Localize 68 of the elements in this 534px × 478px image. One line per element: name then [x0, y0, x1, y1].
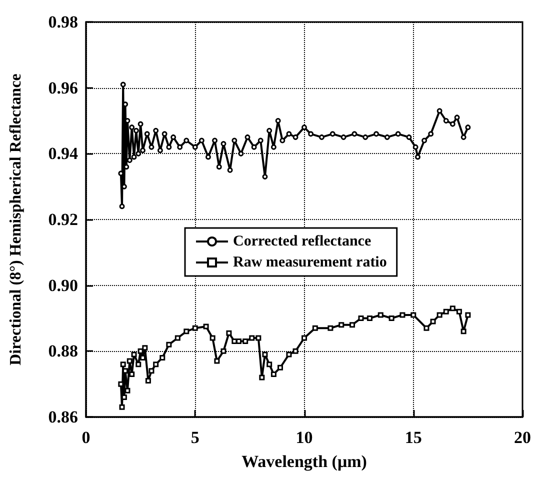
point — [328, 325, 334, 331]
x-tick-label: 20 — [514, 428, 531, 447]
point — [286, 352, 292, 358]
point — [350, 322, 356, 328]
point — [153, 362, 159, 368]
point — [140, 355, 146, 360]
point — [160, 355, 166, 360]
point — [430, 318, 436, 324]
point — [388, 316, 394, 321]
point — [184, 328, 190, 334]
x-tick-label: 15 — [404, 428, 422, 447]
point — [210, 335, 216, 341]
point — [256, 335, 262, 341]
point — [410, 312, 416, 318]
y-axis-title: Directional (8°) Hemispherical Reflectance — [8, 74, 24, 366]
y-tick-label: 0.92 — [48, 210, 78, 229]
point — [124, 388, 130, 394]
x-axis-title: Wavelength (μm) — [242, 452, 367, 471]
y-tick-label: 0.86 — [48, 408, 78, 426]
point — [292, 348, 298, 354]
point — [120, 362, 126, 368]
point — [214, 358, 220, 364]
point — [443, 308, 449, 314]
y-tick-label: 0.90 — [48, 276, 78, 295]
legend-label: Corrected reflectance — [233, 234, 372, 250]
point — [302, 335, 307, 341]
y-tick-label: 0.88 — [48, 342, 78, 361]
point — [142, 345, 148, 351]
x-tick-label: 0 — [82, 428, 90, 447]
point — [424, 325, 430, 331]
point — [366, 316, 372, 321]
point — [338, 322, 344, 328]
point — [460, 328, 466, 334]
point — [192, 325, 198, 331]
point — [138, 348, 144, 354]
point — [400, 312, 406, 318]
point — [358, 316, 364, 321]
y-tick-label: 0.96 — [48, 78, 78, 98]
y-tick-label: 0.98 — [48, 12, 78, 32]
point — [450, 306, 456, 312]
point — [203, 324, 209, 330]
point — [266, 362, 272, 368]
legend-label: Raw measurement ratio — [233, 254, 387, 270]
point — [277, 364, 283, 370]
point — [456, 308, 462, 314]
point — [465, 312, 471, 318]
point — [145, 378, 151, 384]
point — [226, 330, 232, 336]
point — [436, 312, 442, 318]
point — [131, 352, 137, 358]
point — [119, 404, 125, 410]
point — [174, 335, 180, 341]
x-tick-label: 5 — [190, 428, 200, 447]
point — [259, 374, 265, 380]
point — [378, 312, 384, 318]
point — [312, 325, 318, 331]
point — [220, 348, 226, 354]
point — [262, 352, 268, 358]
point — [126, 358, 132, 364]
x-tick-label: 10 — [296, 428, 313, 447]
point — [148, 368, 154, 374]
point — [136, 362, 142, 368]
y-tick-label: 0.94 — [48, 144, 78, 164]
point — [166, 342, 172, 348]
point — [249, 335, 255, 341]
point — [129, 371, 135, 377]
point — [242, 338, 248, 344]
point — [270, 371, 276, 377]
